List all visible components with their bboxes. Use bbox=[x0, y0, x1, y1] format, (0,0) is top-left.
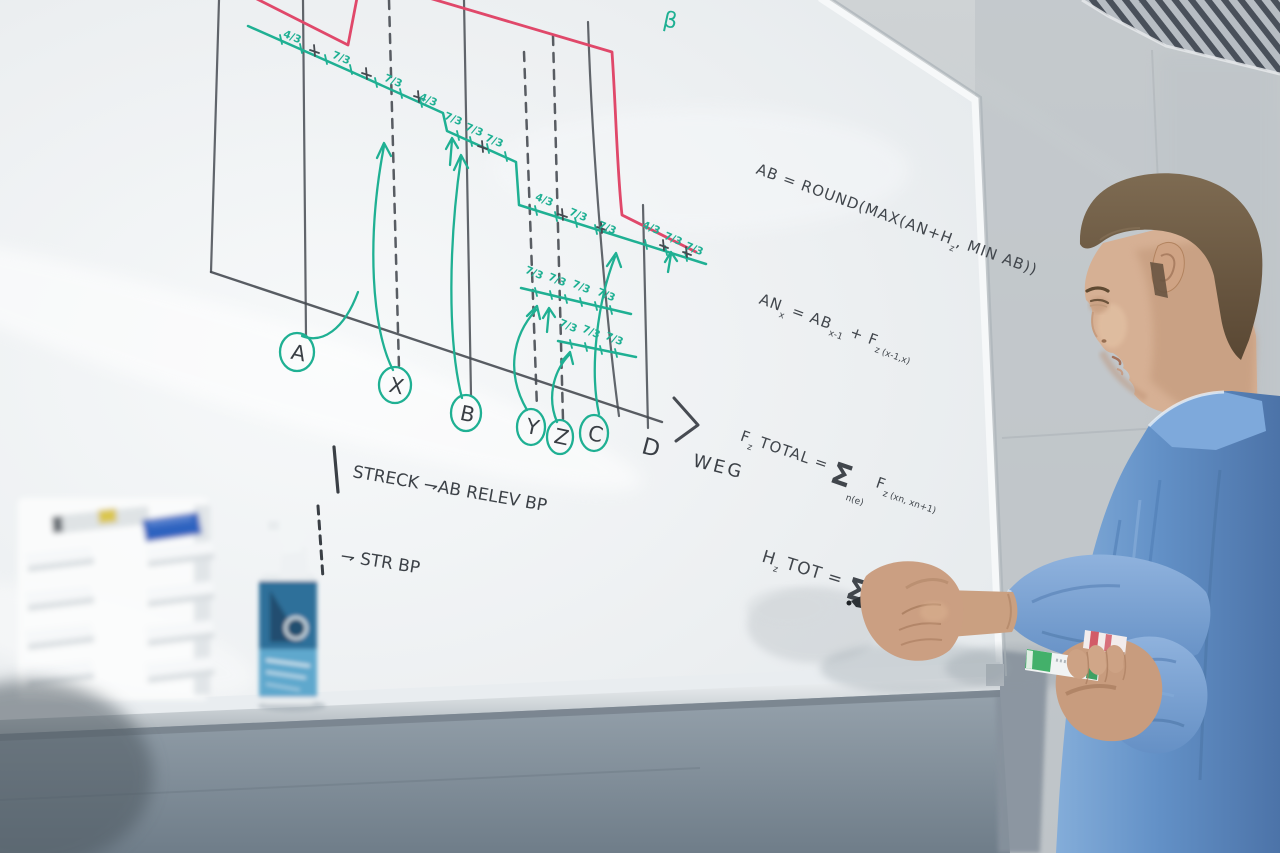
dashed-line-y bbox=[522, 50, 539, 410]
spray-nozzle bbox=[277, 517, 305, 554]
foreground-shadow-blob bbox=[0, 680, 153, 853]
shirt-collar bbox=[1149, 392, 1266, 450]
breakpoint-label-a: A bbox=[289, 340, 309, 367]
legend-solid-mark bbox=[332, 445, 340, 494]
teal-profile bbox=[246, 24, 708, 359]
dashed-line-x bbox=[387, 0, 401, 370]
legend-dashed-mark bbox=[316, 504, 325, 580]
vent-edge bbox=[1081, 0, 1280, 76]
marker-tray bbox=[0, 662, 1004, 741]
breakpoint-label-z: Z bbox=[552, 424, 571, 450]
hair bbox=[1079, 173, 1263, 360]
breakpoint-letters: A X B Y Z C D bbox=[289, 340, 663, 463]
mouth bbox=[1111, 355, 1122, 366]
breakpoint-label-d: D bbox=[639, 433, 663, 463]
y-axis-line bbox=[209, 0, 221, 274]
sideburn bbox=[1150, 262, 1168, 298]
eyebrow bbox=[1085, 286, 1110, 293]
breakpoint-label-b: B bbox=[458, 401, 477, 427]
axis-and-breakpoint-lines bbox=[209, 0, 700, 443]
wall-joint-line bbox=[1001, 427, 1161, 439]
marker-rack bbox=[18, 498, 214, 700]
red-step-curve bbox=[255, 0, 698, 254]
board-frame bbox=[818, 0, 1004, 679]
breakpoint-label-x: X bbox=[387, 373, 406, 399]
whiteboard bbox=[0, 0, 1007, 722]
spray-bottle bbox=[258, 517, 326, 712]
breakpoint-circles bbox=[278, 331, 610, 456]
board-light-streak bbox=[0, 228, 642, 492]
axis-arrowhead bbox=[672, 396, 700, 443]
writing-hand bbox=[860, 561, 964, 661]
teal-segment-1 bbox=[519, 286, 633, 316]
beta-symbol: β bbox=[661, 7, 680, 34]
eye bbox=[1089, 298, 1110, 305]
dashed-line-z bbox=[551, 34, 565, 422]
teal-tick-marks bbox=[279, 34, 688, 358]
left-fingers bbox=[1065, 645, 1141, 696]
nose bbox=[1091, 311, 1098, 338]
man bbox=[820, 173, 1280, 853]
breakpoint-label-c: C bbox=[586, 421, 605, 448]
breakpoint-label-y: Y bbox=[523, 414, 542, 440]
x-axis-line bbox=[209, 270, 664, 424]
black-plus-ticks bbox=[309, 44, 692, 258]
ceiling-vent bbox=[1081, 0, 1280, 76]
thumb bbox=[905, 578, 949, 590]
